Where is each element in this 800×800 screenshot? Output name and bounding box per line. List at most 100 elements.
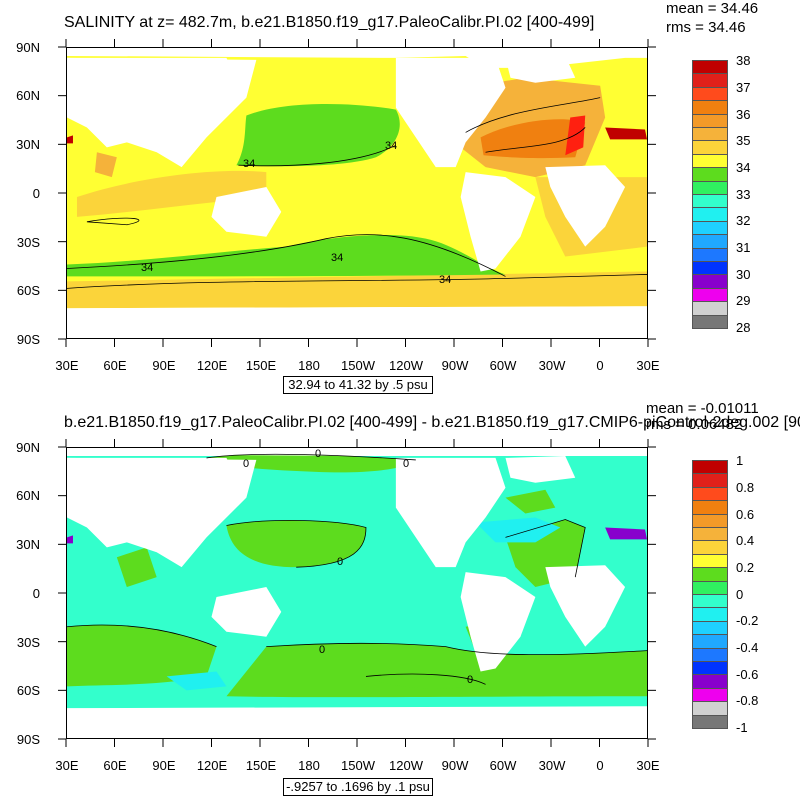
lon-label: 180 — [298, 358, 320, 373]
colorbar-swatch — [692, 580, 728, 595]
colorbar-label: 38 — [736, 53, 751, 68]
difference-map: 0 0 0 0 0 0 — [66, 447, 648, 739]
colorbar-label: 0.6 — [736, 507, 755, 522]
colorbar-swatch — [692, 153, 728, 169]
panel-title: SALINITY at z= 482.7m, b.e21.B1850.f19_g… — [64, 14, 595, 31]
colorbar-swatch — [692, 714, 728, 729]
lon-label: 30E — [636, 358, 660, 373]
lon-label: 0 — [596, 358, 604, 373]
lon-label: 30E — [55, 758, 79, 773]
lat-label: 60N — [16, 488, 40, 503]
colorbar-label: -0.8 — [736, 693, 759, 708]
contour-label: 34 — [439, 274, 452, 286]
colorbar-swatch — [692, 247, 728, 262]
colorbar-label: 0.8 — [736, 480, 755, 495]
colorbar — [692, 460, 728, 729]
lon-label: 120W — [389, 758, 423, 773]
contour-label: 0 — [319, 644, 326, 656]
difference-panel: b.e21.B1850.f19_g17.PaleoCalibr.PI.02 [4… — [0, 400, 800, 800]
colorbar-swatch — [692, 261, 728, 276]
colorbar-label: 36 — [736, 107, 751, 122]
contour-label: 0 — [403, 458, 410, 470]
colorbar-swatch — [692, 594, 728, 609]
lon-label: 60E — [103, 358, 127, 373]
colorbar-swatch — [692, 553, 728, 569]
contour-label: 34 — [243, 158, 256, 170]
colorbar-swatch — [692, 287, 728, 303]
lon-label: 0 — [596, 758, 604, 773]
lat-label: 30N — [16, 537, 40, 552]
colorbar-label: -0.4 — [736, 640, 759, 655]
colorbar-swatch — [692, 527, 728, 542]
colorbar-label: 0.2 — [736, 560, 755, 575]
salinity-map: 34 34 34 34 34 — [66, 47, 648, 339]
colorbar-swatch — [692, 180, 728, 195]
colorbar-swatch — [692, 701, 728, 716]
colorbar-swatch — [692, 100, 728, 115]
lat-label: 30S — [16, 235, 40, 250]
colorbar-swatch — [692, 234, 728, 249]
colorbar-label: 33 — [736, 187, 751, 202]
colorbar-swatch — [692, 500, 728, 515]
colorbar-swatch — [692, 167, 728, 182]
contour-range-box: 32.94 to 41.32 by .5 psu — [283, 376, 433, 394]
lat-label: 90S — [16, 732, 40, 747]
colorbar-swatch — [692, 460, 728, 475]
lat-label: 30S — [16, 635, 40, 650]
colorbar-label: 31 — [736, 240, 751, 255]
colorbar-swatch — [692, 567, 728, 582]
colorbar-label: 0 — [736, 587, 744, 602]
colorbar-swatch — [692, 513, 728, 528]
colorbar-label: -0.2 — [736, 613, 759, 628]
lon-label: 120W — [389, 358, 423, 373]
contour-label: 34 — [141, 262, 154, 274]
salinity-panel: SALINITY at z= 482.7m, b.e21.B1850.f19_g… — [16, 0, 759, 394]
lon-label: 90W — [441, 758, 469, 773]
contour-range-box: -.9257 to .1696 by .1 psu — [283, 778, 433, 796]
colorbar-label: 34 — [736, 160, 751, 175]
colorbar-label: 35 — [736, 133, 751, 148]
lon-label: 150E — [245, 758, 277, 773]
colorbar-label: 0.4 — [736, 533, 755, 548]
lon-label: 30W — [538, 758, 566, 773]
lat-label: 90N — [16, 440, 40, 455]
lat-label: 60N — [16, 88, 40, 103]
colorbar — [692, 60, 728, 329]
colorbar-label: -1 — [736, 720, 748, 735]
lat-label: 90S — [16, 332, 40, 347]
lon-label: 150W — [341, 758, 375, 773]
lon-label: 30E — [636, 758, 660, 773]
colorbar-label: 1 — [736, 453, 744, 468]
colorbar-swatch — [692, 540, 728, 555]
lon-label: 60W — [489, 758, 517, 773]
lat-label: 0 — [32, 586, 40, 601]
colorbar-swatch — [692, 473, 728, 488]
colorbar-swatch — [692, 661, 728, 676]
colorbar-label: 30 — [736, 267, 751, 282]
colorbar-swatch — [692, 127, 728, 142]
colorbar-swatch — [692, 314, 728, 329]
lon-label: 60E — [103, 758, 127, 773]
lon-label: 90E — [152, 358, 176, 373]
lon-label: 90W — [441, 358, 469, 373]
lon-label: 30W — [538, 358, 566, 373]
colorbar-swatch — [692, 113, 728, 128]
colorbar-label: 28 — [736, 320, 751, 335]
colorbar-swatch — [692, 674, 728, 689]
colorbar-swatch — [692, 301, 728, 316]
lat-label: 60S — [16, 683, 40, 698]
contour-label: 0 — [315, 448, 322, 460]
lon-label: 120E — [196, 758, 228, 773]
lat-label: 0 — [32, 186, 40, 201]
lat-label: 30N — [16, 137, 40, 152]
colorbar-swatch — [692, 620, 728, 636]
contour-label: 34 — [385, 140, 398, 152]
lon-label: 120E — [196, 358, 228, 373]
contour-label: 0 — [467, 674, 474, 686]
mean-value: mean = 34.46 — [666, 0, 759, 17]
lon-label: 30E — [55, 358, 79, 373]
colorbar-swatch — [692, 634, 728, 649]
colorbar-label: 37 — [736, 80, 751, 95]
lon-label: 60W — [489, 358, 517, 373]
rms-value: rms = 0.06482 — [646, 416, 743, 433]
